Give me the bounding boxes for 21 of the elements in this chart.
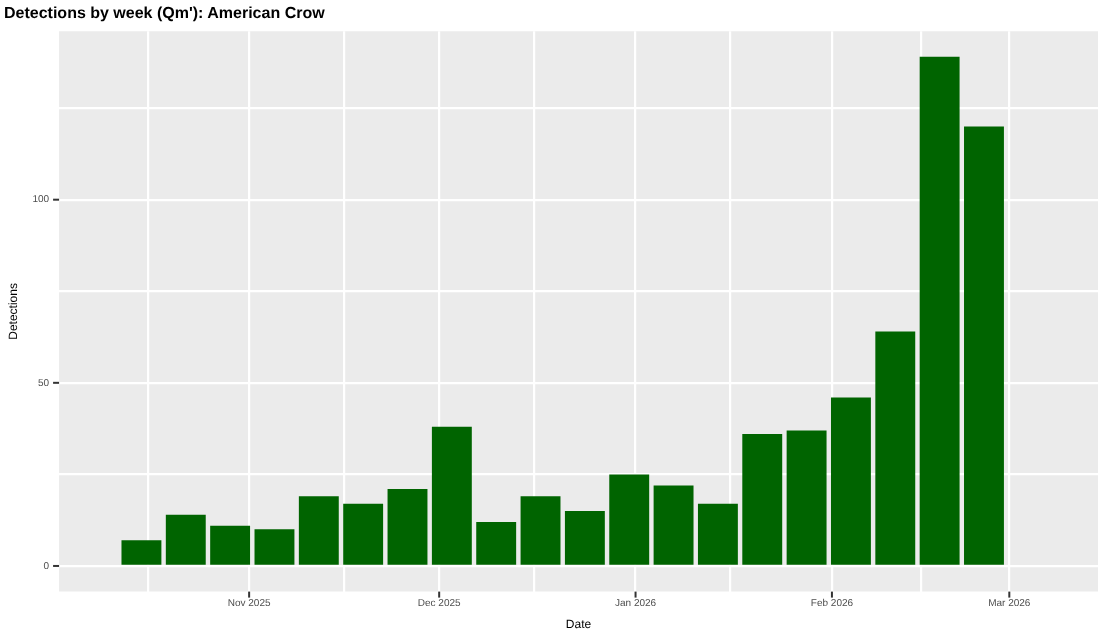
bar <box>919 56 960 565</box>
bar <box>697 503 738 565</box>
bar <box>964 126 1004 565</box>
bar <box>476 522 517 565</box>
bar <box>387 489 428 565</box>
bar <box>786 430 827 565</box>
bar <box>210 525 251 565</box>
bar <box>520 496 561 565</box>
bar <box>343 503 384 565</box>
bar <box>564 511 605 565</box>
bar <box>431 426 472 565</box>
bar <box>875 331 916 565</box>
bar <box>298 496 339 565</box>
bar <box>121 540 162 565</box>
bar <box>254 529 295 565</box>
bar <box>609 474 650 565</box>
bar <box>653 485 694 565</box>
bar <box>165 514 206 565</box>
bar <box>830 397 871 565</box>
bar <box>742 434 783 565</box>
chart-title: Detections by week (Qm'): American Crow <box>4 4 327 23</box>
